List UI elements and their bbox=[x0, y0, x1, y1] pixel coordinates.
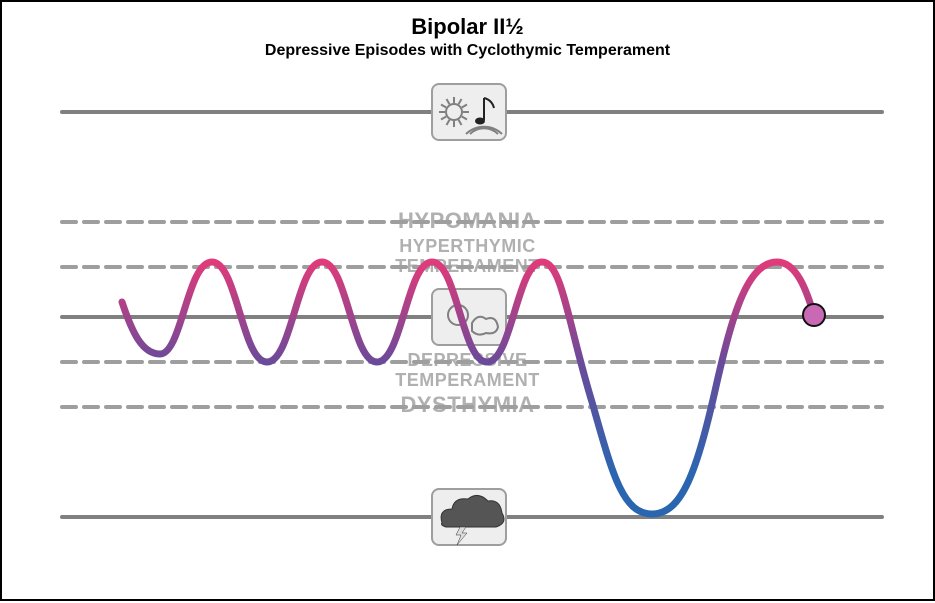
mood-chart-svg bbox=[2, 2, 935, 603]
diagram-frame: Bipolar II½ Depressive Episodes with Cyc… bbox=[0, 0, 935, 601]
depression-icon bbox=[432, 489, 506, 545]
mood-end-marker bbox=[803, 304, 825, 326]
icon-box-group bbox=[432, 84, 506, 545]
chart-area bbox=[2, 2, 933, 599]
mania-icon bbox=[432, 84, 506, 140]
